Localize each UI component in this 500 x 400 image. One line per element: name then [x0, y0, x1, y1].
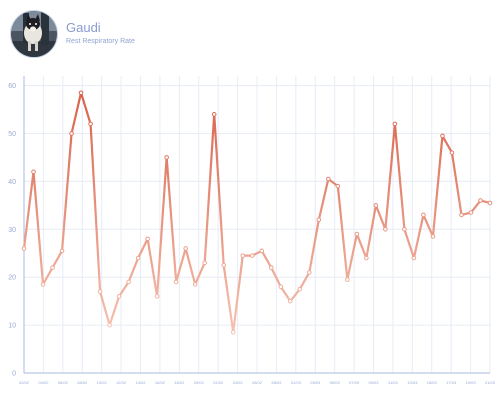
data-point	[268, 265, 274, 270]
data-point	[354, 231, 360, 237]
data-point	[259, 248, 265, 254]
data-point	[373, 203, 379, 208]
y-tick-label: 20	[8, 275, 16, 282]
data-points	[21, 90, 493, 335]
x-tick-label: 10/02	[97, 380, 108, 385]
y-tick-label: 60	[8, 83, 16, 90]
grid	[23, 76, 491, 374]
data-point	[430, 234, 436, 239]
data-point	[88, 121, 93, 127]
y-axis-ticks: 0 10 20 30 40 50 60	[8, 83, 16, 377]
data-point	[449, 150, 455, 155]
series-line	[22, 91, 492, 334]
data-point	[326, 176, 331, 182]
y-tick-label: 50	[8, 131, 16, 138]
data-point	[335, 183, 341, 189]
pet-name: Gaudi	[66, 20, 101, 35]
data-point	[202, 260, 207, 266]
data-point	[364, 255, 369, 261]
data-point	[478, 198, 483, 203]
data-point	[192, 282, 198, 287]
x-tick-label: 17/03	[446, 380, 457, 385]
data-point	[278, 284, 284, 290]
data-point	[316, 217, 322, 223]
metric-subtitle: Rest Respiratory Rate	[66, 38, 135, 45]
data-point	[402, 226, 407, 232]
y-tick-label: 40	[8, 179, 16, 186]
data-point	[249, 253, 255, 258]
x-tick-label: 19/03	[466, 380, 477, 385]
data-point	[135, 255, 141, 261]
data-point	[392, 121, 398, 127]
x-tick-label: 26/02	[252, 380, 263, 385]
data-point	[240, 253, 246, 258]
y-tick-label: 0	[12, 371, 16, 378]
data-point	[221, 262, 227, 268]
x-tick-label: 13/03	[407, 380, 418, 385]
data-point	[126, 279, 131, 285]
dog-avatar[interactable]	[10, 10, 58, 58]
data-point	[69, 131, 74, 136]
data-point	[211, 112, 217, 117]
x-tick-label: 22/02	[213, 380, 224, 385]
data-point	[468, 210, 474, 215]
x-tick-label: 11/03	[388, 380, 398, 385]
profile-header: Gaudi Rest Respiratory Rate	[0, 0, 500, 68]
x-tick-label: 08/02	[77, 380, 88, 385]
axes	[23, 76, 490, 374]
data-point	[154, 294, 160, 299]
data-point	[459, 212, 464, 218]
x-tick-label: 21/03	[485, 380, 496, 385]
data-point	[107, 322, 112, 328]
x-tick-label: 06/02	[58, 380, 69, 385]
x-tick-label: 16/02	[155, 380, 166, 385]
data-point	[230, 329, 236, 335]
data-point	[50, 265, 55, 270]
y-tick-label: 30	[8, 227, 16, 234]
data-point	[21, 246, 27, 251]
data-point	[116, 294, 122, 299]
x-tick-label: 02/02	[19, 380, 30, 385]
data-point	[421, 212, 426, 218]
x-tick-label: 24/02	[233, 380, 244, 385]
data-point	[164, 155, 169, 160]
data-point	[297, 286, 303, 292]
y-tick-label: 10	[8, 323, 16, 330]
x-tick-label: 07/03	[349, 380, 360, 385]
x-tick-label: 12/02	[116, 380, 127, 385]
data-point	[487, 200, 493, 206]
data-point	[173, 279, 179, 285]
data-point	[40, 282, 46, 287]
data-point	[59, 248, 65, 254]
data-point	[31, 169, 36, 175]
data-point	[307, 270, 312, 275]
x-axis-ticks: 02/02 04/02 06/02 08/02 10/02 12/02 14/02 16/02…	[19, 380, 496, 385]
data-point	[411, 255, 417, 261]
series-line-path	[22, 91, 492, 334]
x-tick-label: 20/02	[194, 380, 205, 385]
dog-photo-icon	[11, 11, 57, 57]
data-point	[383, 226, 388, 232]
x-tick-label: 18/02	[174, 380, 185, 385]
respiratory-rate-chart: 0 10 20 30 40 50 60 02/02 04/02 06/02 08/02 10/02 1…	[8, 76, 496, 385]
x-tick-label: 14/02	[135, 380, 146, 385]
x-tick-label: 04/02	[38, 380, 49, 385]
x-tick-label: 05/03	[330, 380, 341, 385]
data-point	[78, 90, 84, 96]
data-point	[183, 246, 188, 251]
x-tick-label: 28/02	[271, 380, 282, 385]
data-point	[145, 236, 150, 242]
data-point	[97, 289, 103, 294]
data-point	[440, 133, 445, 139]
x-tick-label: 09/03	[368, 380, 379, 385]
data-point	[287, 298, 293, 304]
x-tick-label: 15/03	[427, 380, 438, 385]
x-tick-label: 01/03	[291, 380, 302, 385]
x-tick-label: 03/03	[310, 380, 321, 385]
data-point	[345, 277, 350, 282]
